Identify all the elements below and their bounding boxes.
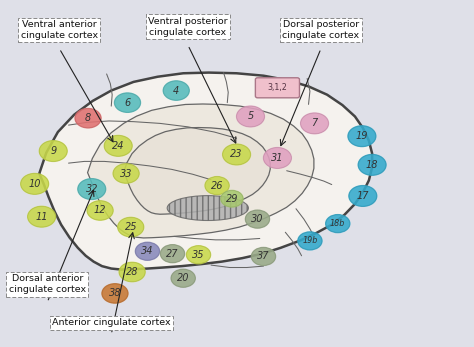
Text: 26: 26 [211,180,223,191]
Circle shape [251,247,275,265]
Circle shape [75,109,101,128]
Text: 8: 8 [85,113,91,123]
Ellipse shape [167,196,248,220]
Circle shape [118,217,144,237]
Circle shape [102,284,128,303]
Circle shape [348,126,376,146]
Text: 18: 18 [366,160,378,170]
Circle shape [104,135,132,156]
Circle shape [161,245,184,263]
Text: 33: 33 [120,169,132,178]
Text: 34: 34 [141,246,154,256]
Circle shape [298,232,322,250]
Circle shape [358,154,386,175]
Circle shape [27,206,55,227]
Circle shape [115,93,140,112]
FancyBboxPatch shape [255,78,300,98]
Text: 12: 12 [94,205,106,215]
Circle shape [171,269,195,287]
Text: 20: 20 [177,273,190,283]
Text: 29: 29 [226,194,238,204]
Circle shape [326,215,350,232]
Text: 17: 17 [356,191,369,201]
Text: 19: 19 [356,131,368,141]
Text: 38: 38 [109,288,121,298]
Circle shape [237,106,264,127]
Circle shape [39,141,67,161]
Text: 31: 31 [271,153,283,163]
Text: 3,1,2: 3,1,2 [267,83,287,92]
Text: 10: 10 [28,179,41,189]
Circle shape [21,174,49,194]
Text: 5: 5 [247,111,254,121]
Circle shape [205,177,229,195]
Text: Ventral posterior
cingulate cortex: Ventral posterior cingulate cortex [148,17,228,37]
Text: Dorsal anterior
cingulate cortex: Dorsal anterior cingulate cortex [9,274,86,294]
Text: 19b: 19b [302,236,318,245]
Text: Anterior cingulate cortex: Anterior cingulate cortex [52,318,171,327]
Text: 6: 6 [124,98,131,108]
Circle shape [221,191,243,207]
Circle shape [349,186,377,206]
Text: 30: 30 [251,214,264,224]
Circle shape [301,113,328,134]
Circle shape [264,147,292,168]
Circle shape [78,179,106,200]
Circle shape [223,144,250,165]
Circle shape [246,210,270,228]
Polygon shape [39,73,372,270]
Text: Ventral anterior
cingulate cortex: Ventral anterior cingulate cortex [21,20,98,40]
Text: 37: 37 [257,252,270,261]
Text: 18b: 18b [330,219,346,228]
Text: 28: 28 [126,267,138,277]
Text: 9: 9 [50,146,56,156]
Circle shape [119,262,145,282]
Text: Dorsal posterior
cingulate cortex: Dorsal posterior cingulate cortex [283,20,360,40]
Circle shape [163,81,189,100]
Text: 24: 24 [112,141,125,151]
Circle shape [186,246,210,264]
Text: 7: 7 [311,118,318,128]
Text: 4: 4 [173,86,179,95]
Text: 35: 35 [192,250,205,260]
Circle shape [136,242,160,260]
Text: 23: 23 [230,150,243,160]
Text: 27: 27 [166,249,179,259]
Circle shape [87,201,113,220]
Text: 11: 11 [36,212,48,222]
Polygon shape [124,128,270,214]
Circle shape [113,164,139,183]
Text: 25: 25 [125,222,137,232]
Polygon shape [88,104,314,238]
Text: 32: 32 [85,184,98,194]
